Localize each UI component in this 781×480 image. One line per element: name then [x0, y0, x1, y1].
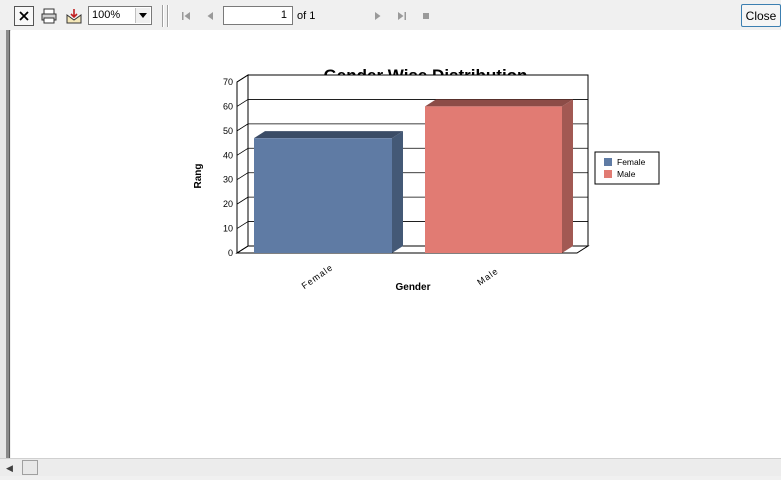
y-tick-label: 0: [228, 248, 233, 258]
status-strip: [0, 476, 781, 480]
bar-chart: 0 10 20 30 40 50 60 70 Female Male Gender Rang Femal…: [193, 74, 660, 293]
bar-top-female: [254, 131, 403, 139]
page-number-input[interactable]: 1: [223, 6, 293, 25]
gridline-side: [236, 245, 249, 254]
toolbar-separator: [162, 5, 164, 27]
bar-female: [254, 138, 392, 253]
bar-top-male: [425, 99, 573, 107]
gridline-side: [236, 196, 249, 205]
y-tick-label: 70: [223, 77, 233, 87]
gridline-side: [236, 74, 249, 83]
scrollbar-thumb[interactable]: [22, 460, 38, 475]
export-icon[interactable]: [64, 6, 84, 26]
gridline-side: [236, 99, 249, 107]
scroll-left-icon[interactable]: ◀: [6, 463, 13, 473]
x-axis-title: Gender: [395, 282, 430, 293]
chart-side-wall: [236, 74, 249, 254]
legend-swatch-female: [604, 158, 612, 166]
stop-icon[interactable]: [416, 6, 436, 26]
print-icon[interactable]: [39, 6, 59, 26]
y-tick-label: 30: [223, 175, 233, 185]
zoom-select[interactable]: 100%: [88, 6, 152, 25]
splitter-line: [6, 30, 9, 458]
last-page-icon[interactable]: [392, 6, 412, 26]
legend-box: [594, 151, 660, 185]
legend-label-female: Female: [617, 157, 646, 167]
close-button[interactable]: Close: [741, 4, 781, 27]
close-x-icon[interactable]: [14, 6, 34, 26]
next-page-icon[interactable]: [368, 6, 388, 26]
y-tick-label: 40: [223, 150, 233, 160]
bar-male: [425, 106, 562, 253]
gridline-side: [236, 123, 249, 132]
bar-side-female: [392, 131, 403, 253]
x-tick-label-male: Male: [475, 266, 500, 288]
legend-label-male: Male: [617, 169, 636, 179]
report-viewport: Gender Wise Distribution 010203040506070…: [11, 30, 781, 458]
y-tick-label: 50: [223, 126, 233, 136]
horizontal-scrollbar[interactable]: ◀: [0, 458, 781, 476]
y-tick-label: 60: [223, 101, 233, 111]
y-tick-label: 10: [223, 224, 233, 234]
left-splitter[interactable]: [0, 30, 10, 458]
x-tick-label-female: Female: [300, 262, 335, 291]
gridline-side: [236, 221, 249, 229]
gridline-side: [236, 172, 249, 181]
legend-swatch-male: [604, 170, 612, 178]
first-page-icon[interactable]: [176, 6, 196, 26]
gridline-side: [236, 147, 249, 156]
chevron-down-icon[interactable]: [135, 8, 150, 23]
page-count-label: of 1: [297, 10, 316, 22]
y-tick-label: 20: [223, 199, 233, 209]
toolbar-separator: [167, 5, 169, 27]
prev-page-icon[interactable]: [200, 6, 220, 26]
bar-side-male: [562, 99, 573, 253]
report-toolbar: 100% 1 of 1 Close: [0, 0, 781, 31]
y-axis-title: Rang: [193, 164, 204, 189]
zoom-value: 100%: [92, 9, 121, 21]
